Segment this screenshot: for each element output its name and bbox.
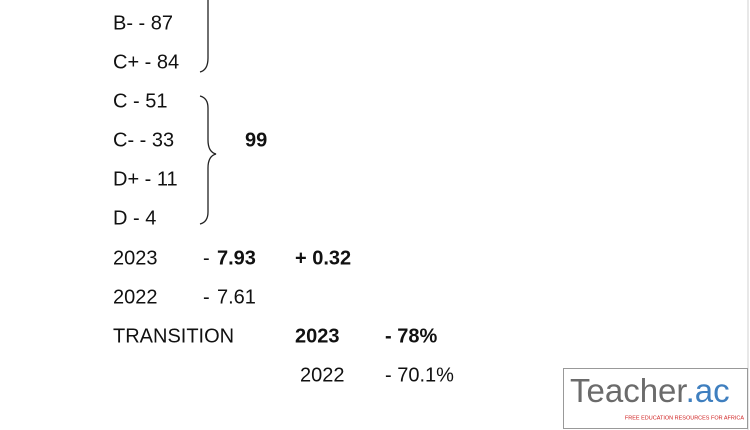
year: 2022 — [300, 364, 345, 386]
logo: Teacher.ac FREE EDUCATION RESOURCES FOR … — [563, 368, 748, 429]
brace — [199, 95, 217, 225]
score: 7.93 — [217, 247, 256, 269]
score: 7.61 — [217, 286, 256, 308]
grade: C+ - 84 — [113, 51, 179, 73]
grade: C- - 33 — [113, 129, 174, 151]
group-total: 99 — [245, 129, 267, 151]
logo-name: Teacher — [570, 372, 687, 409]
rate: - 70.1% — [385, 364, 454, 386]
year: 2023 — [113, 247, 158, 269]
rate: - 78% — [385, 325, 437, 347]
year: 2022 — [113, 286, 158, 308]
grade: B- - 87 — [113, 12, 173, 34]
grade: D - 4 — [113, 207, 156, 229]
brace — [199, 0, 209, 73]
logo-tagline: FREE EDUCATION RESOURCES FOR AFRICA — [625, 415, 744, 421]
change: + 0.32 — [295, 247, 351, 269]
year: 2023 — [295, 325, 340, 347]
logo-box — [563, 368, 748, 429]
sign: - — [203, 247, 210, 269]
logo-name: Teacher.ac — [570, 372, 730, 409]
grade: C - 51 — [113, 90, 167, 112]
grade: D+ - 11 — [113, 168, 178, 190]
logo-suffix: .ac — [686, 372, 730, 409]
transition-label: TRANSITION — [113, 325, 234, 347]
sign: - — [203, 286, 210, 308]
